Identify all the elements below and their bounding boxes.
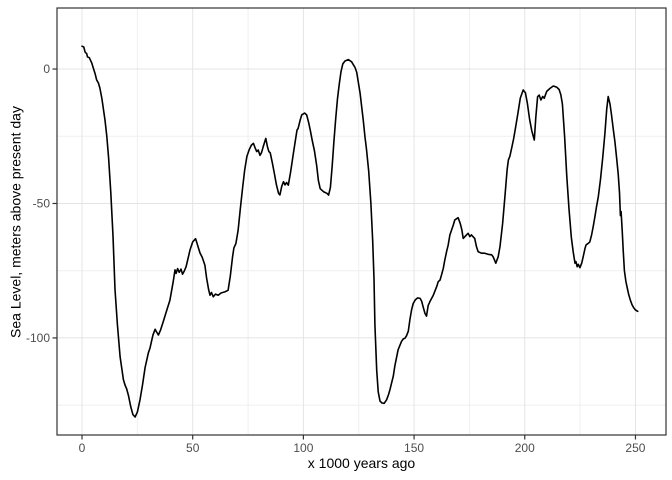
- x-tick-label: 0: [79, 441, 86, 455]
- x-tick-label: 250: [625, 441, 645, 455]
- panel-border: [56, 7, 667, 436]
- y-tick-label: -50: [33, 196, 51, 210]
- y-tick-label: 0: [43, 62, 50, 76]
- y-tick-label: -100: [26, 331, 50, 345]
- x-tick-label: 200: [515, 441, 535, 455]
- panel-background: [57, 8, 666, 435]
- sea-level-line: [81, 45, 639, 418]
- x-tick-label: 50: [186, 441, 200, 455]
- x-tick-label: 150: [404, 441, 424, 455]
- y-axis-title: Sea Level, meters above present day: [7, 106, 24, 338]
- x-axis-title: x 1000 years ago: [307, 455, 416, 471]
- x-tick-label: 100: [293, 441, 313, 455]
